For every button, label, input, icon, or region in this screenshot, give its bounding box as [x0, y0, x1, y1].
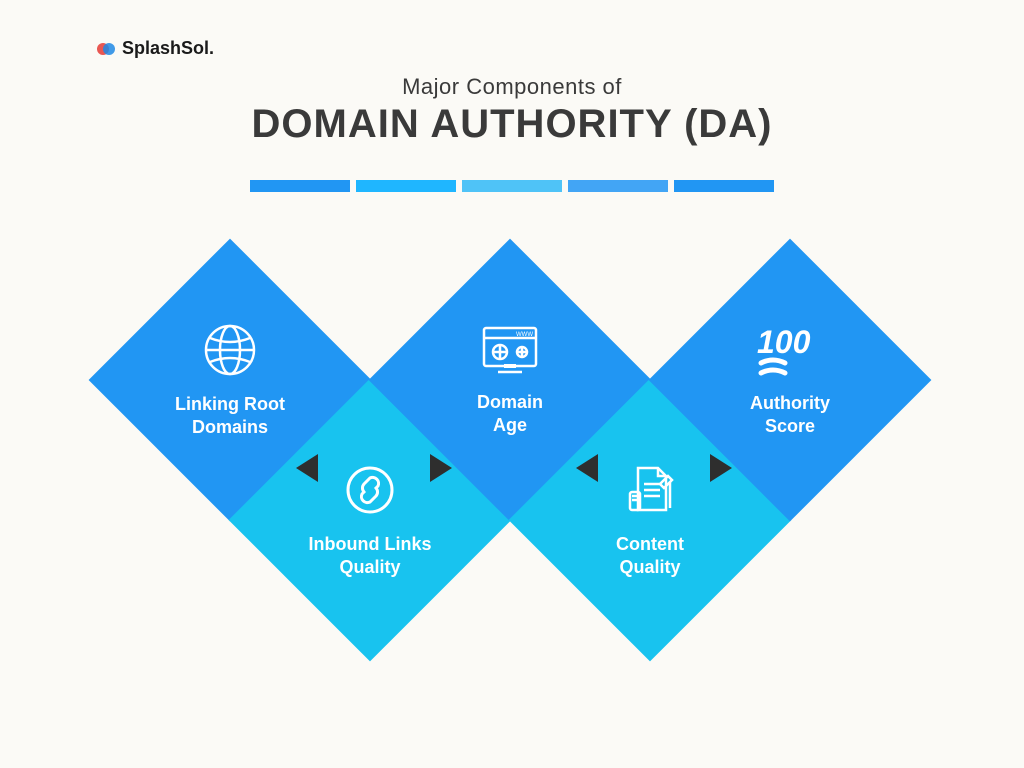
hundred-icon: 100	[755, 323, 825, 382]
diamond-label: Inbound Links Quality	[309, 533, 432, 578]
bar-segment	[250, 180, 350, 192]
link-icon	[342, 462, 398, 523]
page-title: DOMAIN AUTHORITY (DA)	[0, 102, 1024, 147]
globe-icon	[202, 322, 258, 383]
splash-icon	[96, 39, 116, 59]
document-icon	[622, 462, 678, 523]
bar-segment	[674, 180, 774, 192]
bar-segment	[568, 180, 668, 192]
bar-segment	[356, 180, 456, 192]
diamond-authority-score: 100 Authority Score	[649, 239, 932, 522]
diagram-canvas: Linking Root Domains Inbound Links Quali…	[0, 260, 1024, 740]
page-subtitle: Major Components of	[0, 74, 1024, 100]
arrow-icon	[576, 454, 598, 482]
divider-bar	[250, 180, 774, 192]
diamond-label: Linking Root Domains	[175, 393, 285, 438]
diamond-label: Authority Score	[750, 392, 830, 437]
arrow-icon	[296, 454, 318, 482]
svg-text:WWW: WWW	[516, 332, 533, 338]
diamond-label: Content Quality	[616, 533, 684, 578]
arrow-icon	[430, 454, 452, 482]
brand-logo: SplashSol.	[96, 38, 214, 59]
svg-text:100: 100	[757, 324, 811, 360]
browser-icon: WWW	[480, 324, 540, 381]
brand-name: SplashSol.	[122, 38, 214, 59]
bar-segment	[462, 180, 562, 192]
page-header: Major Components of DOMAIN AUTHORITY (DA…	[0, 74, 1024, 147]
diamond-label: Domain Age	[477, 391, 543, 436]
arrow-icon	[710, 454, 732, 482]
